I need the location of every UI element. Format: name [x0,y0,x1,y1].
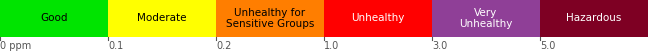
Text: 5.0: 5.0 [540,41,555,51]
Text: 3.0: 3.0 [432,41,447,51]
Text: Good: Good [40,13,68,23]
Bar [0,0,108,37]
Bar [216,0,324,37]
Text: 0 ppm: 0 ppm [0,41,31,51]
Bar [540,0,648,37]
Text: 0.1: 0.1 [108,41,123,51]
Bar [432,0,540,37]
Text: Moderate: Moderate [137,13,187,23]
Text: Unhealthy: Unhealthy [351,13,405,23]
Bar [108,0,216,37]
Text: Unhealthy for
Sensitive Groups: Unhealthy for Sensitive Groups [226,8,314,29]
Text: 0.2: 0.2 [216,41,231,51]
Text: 1.0: 1.0 [324,41,340,51]
Text: Hazardous: Hazardous [566,13,621,23]
Bar [324,0,432,37]
Text: Very
Unhealthy: Very Unhealthy [459,8,513,29]
